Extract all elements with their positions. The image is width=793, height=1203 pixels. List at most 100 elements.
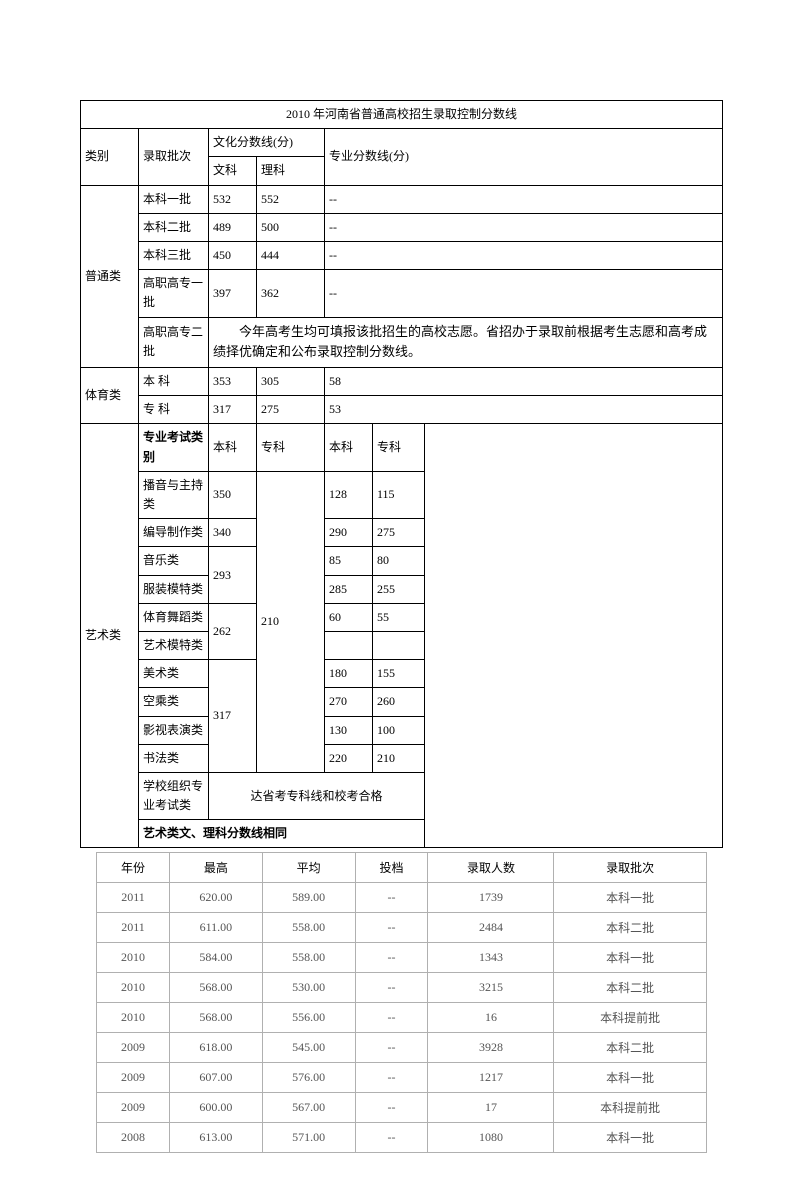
art-subhead: 专科 [373, 424, 425, 471]
art-batch: 空乘类 [139, 688, 209, 716]
table-cell: 16 [428, 1003, 554, 1033]
table-cell: 1739 [428, 883, 554, 913]
general-arts: 450 [209, 241, 257, 269]
table-cell: 2008 [97, 1123, 170, 1153]
table-cell: 3215 [428, 973, 554, 1003]
sports-arts: 317 [209, 396, 257, 424]
score-line-table: 2010 年河南省普通高校招生录取控制分数线 类别 录取批次 文化分数线(分) … [80, 100, 723, 848]
table-cell: -- [355, 1003, 428, 1033]
table-cell: 本科二批 [554, 913, 707, 943]
art-p2: 55 [373, 603, 425, 631]
col-batch: 录取批次 [554, 853, 707, 883]
table-title: 2010 年河南省普通高校招生录取控制分数线 [81, 101, 723, 129]
table-cell: 568.00 [170, 973, 263, 1003]
col-arts: 文科 [209, 157, 257, 185]
table-cell: 567.00 [262, 1093, 355, 1123]
table-cell: 2011 [97, 883, 170, 913]
table-cell: 589.00 [262, 883, 355, 913]
sports-label: 体育类 [81, 368, 139, 424]
art-c1: 262 [209, 603, 257, 659]
table-cell: 558.00 [262, 913, 355, 943]
sports-pro: 58 [325, 368, 723, 396]
art-batch: 美术类 [139, 660, 209, 688]
art-p2: 210 [373, 744, 425, 772]
table-cell: 1217 [428, 1063, 554, 1093]
art-p1 [325, 631, 373, 659]
table-cell: 本科提前批 [554, 1003, 707, 1033]
table-cell: -- [355, 1093, 428, 1123]
art-p1: 130 [325, 716, 373, 744]
table-cell: 2009 [97, 1063, 170, 1093]
col-science: 理科 [257, 157, 325, 185]
art-c1: 350 [209, 471, 257, 518]
table-cell: 2010 [97, 1003, 170, 1033]
general-note: 今年高考生均可填报该批招生的高校志愿。省招办于录取前根据考生志愿和高考成绩择优确… [209, 317, 723, 368]
art-school-batch: 学校组织专业考试类 [139, 772, 209, 819]
art-p1: 60 [325, 603, 373, 631]
general-batch: 本科一批 [139, 185, 209, 213]
col-category: 类别 [81, 129, 139, 185]
table-cell: 2010 [97, 943, 170, 973]
table-cell: 本科一批 [554, 1063, 707, 1093]
art-p2 [373, 631, 425, 659]
general-batch: 本科三批 [139, 241, 209, 269]
table-row: 2011611.00558.00--2484本科二批 [97, 913, 707, 943]
general-batch: 本科二批 [139, 213, 209, 241]
art-batch: 服装模特类 [139, 575, 209, 603]
table-cell: 613.00 [170, 1123, 263, 1153]
table-cell: 2009 [97, 1033, 170, 1063]
sports-arts: 353 [209, 368, 257, 396]
table-cell: 本科二批 [554, 1033, 707, 1063]
art-batch: 艺术模特类 [139, 631, 209, 659]
general-pro: -- [325, 213, 723, 241]
table-cell: -- [355, 913, 428, 943]
table-cell: -- [355, 883, 428, 913]
table-cell: -- [355, 943, 428, 973]
art-school-note: 达省考专科线和校考合格 [209, 772, 425, 819]
general-batch: 高职高专一批 [139, 270, 209, 317]
art-p1: 85 [325, 547, 373, 575]
general-arts: 397 [209, 270, 257, 317]
art-p1: 270 [325, 688, 373, 716]
art-p2: 80 [373, 547, 425, 575]
sports-batch: 本 科 [139, 368, 209, 396]
history-header: 年份 最高 平均 投档 录取人数 录取批次 [97, 853, 707, 883]
history-table: 年份 最高 平均 投档 录取人数 录取批次 2011620.00589.00--… [96, 852, 707, 1153]
col-count: 录取人数 [428, 853, 554, 883]
table-cell: 545.00 [262, 1033, 355, 1063]
sports-sci: 305 [257, 368, 325, 396]
table-cell: 本科一批 [554, 943, 707, 973]
art-p2: 260 [373, 688, 425, 716]
table-cell: 556.00 [262, 1003, 355, 1033]
table-cell: -- [355, 1033, 428, 1063]
table-cell: 1080 [428, 1123, 554, 1153]
art-batch: 书法类 [139, 744, 209, 772]
art-subhead: 本科 [209, 424, 257, 471]
sports-pro: 53 [325, 396, 723, 424]
table-cell: 600.00 [170, 1093, 263, 1123]
art-examtype-label: 专业考试类别 [139, 424, 209, 471]
table-cell: 611.00 [170, 913, 263, 943]
table-row: 2011620.00589.00--1739本科一批 [97, 883, 707, 913]
art-batch: 播音与主持类 [139, 471, 209, 518]
table-cell: 568.00 [170, 1003, 263, 1033]
table-row: 2009618.00545.00--3928本科二批 [97, 1033, 707, 1063]
art-p1: 128 [325, 471, 373, 518]
art-p1: 285 [325, 575, 373, 603]
table-cell: 3928 [428, 1033, 554, 1063]
general-label: 普通类 [81, 185, 139, 368]
general-sci: 552 [257, 185, 325, 213]
col-avg: 平均 [262, 853, 355, 883]
general-pro: -- [325, 185, 723, 213]
sports-sci: 275 [257, 396, 325, 424]
art-p2: 275 [373, 519, 425, 547]
general-sci: 444 [257, 241, 325, 269]
table-row: 2010568.00530.00--3215本科二批 [97, 973, 707, 1003]
art-batch: 体育舞蹈类 [139, 603, 209, 631]
table-row: 2008613.00571.00--1080本科一批 [97, 1123, 707, 1153]
table-cell: 本科一批 [554, 1123, 707, 1153]
table-cell: 本科提前批 [554, 1093, 707, 1123]
table-cell: -- [355, 973, 428, 1003]
art-p1: 180 [325, 660, 373, 688]
table-cell: 17 [428, 1093, 554, 1123]
